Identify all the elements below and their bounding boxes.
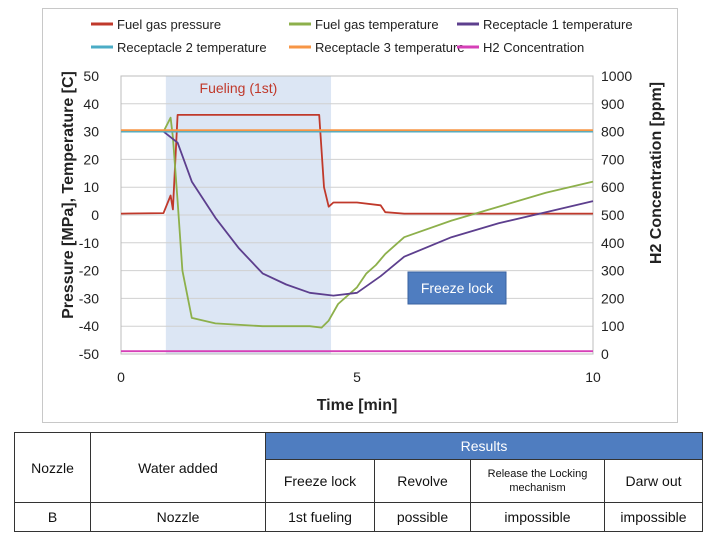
plot-area-border (120, 75, 594, 355)
y-right-tick-label: 700 (601, 151, 625, 167)
cell-release-locking: impossible (470, 502, 605, 532)
cell-water-added: Nozzle (90, 502, 266, 532)
y-right-tick-label: 500 (601, 207, 625, 223)
x-axis-label: Time [min] (317, 397, 398, 414)
y-left-tick-label: 20 (83, 151, 99, 167)
y-left-tick-label: 40 (83, 96, 99, 112)
y-right-tick-label: 1000 (601, 68, 632, 84)
y-left-tick-label: -40 (79, 318, 99, 334)
x-tick-label: 5 (353, 369, 361, 385)
header-draw-out: Darw out (604, 459, 703, 503)
y-right-tick-label: 200 (601, 290, 625, 306)
legend-entry: Fuel gas temperature (315, 17, 439, 32)
series-line-fuel-gas-pressure (120, 114, 593, 215)
y-left-tick-label: -50 (79, 346, 99, 362)
x-tick-label: 10 (585, 369, 601, 385)
fueling-label: Fueling (1st) (200, 80, 278, 96)
y-right-tick-label: 600 (601, 179, 625, 195)
freeze-lock-box (407, 271, 507, 305)
table-row: B Nozzle 1st fueling possible impossible… (14, 502, 703, 532)
y-left-tick-label: 0 (91, 207, 99, 223)
y-left-tick-label: 50 (83, 68, 99, 84)
cell-revolve: possible (374, 502, 471, 532)
freeze-lock-label: Freeze lock (421, 280, 494, 296)
legend-entry: Fuel gas pressure (117, 17, 221, 32)
series-line-receptacle-1-temperature (121, 130, 594, 297)
legend-entry: Receptacle 3 temperature (315, 40, 465, 55)
legend-entry: Receptacle 1 temperature (483, 17, 633, 32)
y-left-tick-label: -30 (79, 290, 99, 306)
results-table: Nozzle Water added Results Freeze lock R… (14, 432, 703, 532)
y-right-tick-label: 300 (601, 263, 625, 279)
y-right-tick-label: 0 (601, 346, 609, 362)
cell-nozzle: B (14, 502, 91, 532)
header-nozzle: Nozzle (14, 432, 91, 503)
y-right-tick-label: 800 (601, 124, 625, 140)
cell-draw-out: impossible (604, 502, 703, 532)
y-left-axis-label: Pressure [MPa], Temperature [C] (60, 71, 77, 319)
header-revolve: Revolve (374, 459, 471, 503)
y-right-tick-label: 400 (601, 235, 625, 251)
legend-entry: Receptacle 2 temperature (117, 40, 267, 55)
y-left-tick-label: 30 (83, 124, 99, 140)
y-left-tick-label: 10 (83, 179, 99, 195)
y-left-tick-label: -20 (79, 263, 99, 279)
header-results: Results (265, 432, 703, 460)
y-left-tick-label: -10 (79, 235, 99, 251)
header-water-added: Water added (90, 432, 266, 503)
header-freeze-lock: Freeze lock (265, 459, 375, 503)
x-tick-label: 0 (117, 369, 125, 385)
chart-svg: 50403020100-10-20-30-40-5010009008007006… (60, 17, 665, 414)
chart-frame: 50 40 30 20 10 0 -10 -20 -30 -40 -50 1000 900 800 700 6… (42, 8, 678, 423)
series-line-fuel-gas-temperature (121, 116, 594, 329)
y-right-tick-label: 900 (601, 96, 625, 112)
y-right-axis-label: H2 Concentration [ppm] (648, 82, 665, 264)
y-right-tick-label: 100 (601, 318, 625, 334)
cell-freeze-lock: 1st fueling (265, 502, 375, 532)
header-release-locking: Release the Locking mechanism (470, 459, 605, 503)
legend-entry: H2 Concentration (483, 40, 584, 55)
